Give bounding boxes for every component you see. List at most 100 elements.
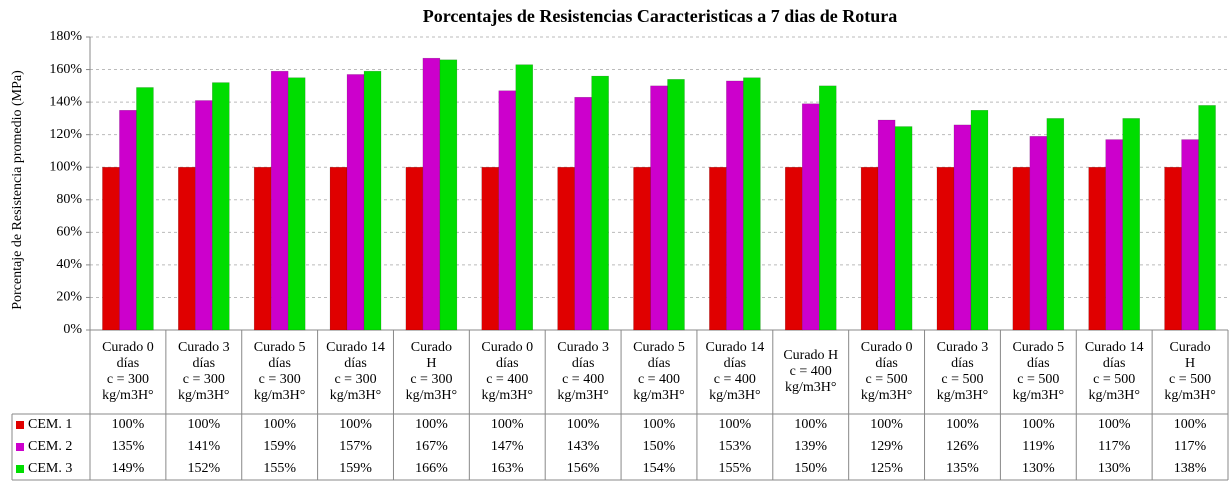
x-tick-label: kg/m3H° <box>1088 388 1140 403</box>
table-value: 138% <box>1174 461 1207 476</box>
x-tick-label: c = 300 <box>410 372 452 387</box>
x-tick-label: c = 500 <box>1093 372 1135 387</box>
x-tick-label: c = 500 <box>1169 372 1211 387</box>
table-value: 150% <box>794 461 827 476</box>
bar <box>1164 166 1182 331</box>
x-tick-label: c = 400 <box>638 372 680 387</box>
x-tick-label: c = 400 <box>562 372 604 387</box>
x-tick-label: Curado 3 <box>557 340 609 355</box>
table-value: 152% <box>187 461 220 476</box>
legend-label: CEM. 2 <box>28 439 72 454</box>
x-tick-label: días <box>496 356 519 371</box>
table-value: 100% <box>263 417 296 432</box>
x-tick-label: c = 400 <box>714 372 756 387</box>
x-tick-label: Curado 14 <box>1085 340 1144 355</box>
bar <box>1105 139 1123 331</box>
bar <box>270 70 289 331</box>
x-tick-label: Curado 5 <box>633 340 685 355</box>
bar <box>195 100 213 331</box>
x-tick-label: Curado 5 <box>254 340 306 355</box>
bar <box>1088 166 1106 331</box>
bar <box>1029 136 1048 331</box>
y-tick-label: 140% <box>49 94 82 109</box>
y-tick-label: 120% <box>49 127 82 142</box>
table-value: 100% <box>1174 417 1207 432</box>
table-value: 159% <box>263 439 296 454</box>
x-tick-label: Curado 0 <box>481 340 533 355</box>
table-value: 100% <box>1022 417 1055 432</box>
table-value: 150% <box>643 439 676 454</box>
x-tick-label: días <box>875 356 898 371</box>
x-tick-label: c = 300 <box>183 372 225 387</box>
x-tick-label: días <box>193 356 216 371</box>
chart-title: Porcentajes de Resistencias Caracteristi… <box>423 6 898 26</box>
bar <box>481 166 500 331</box>
x-tick-label: kg/m3H° <box>254 388 306 403</box>
x-tick-label: Curado 0 <box>861 340 913 355</box>
bar <box>953 124 972 331</box>
bar <box>346 74 365 331</box>
x-tick-label: c = 400 <box>486 372 528 387</box>
bar <box>422 57 441 331</box>
bar <box>1198 105 1216 331</box>
x-tick-label: kg/m3H° <box>330 388 382 403</box>
bar <box>102 166 120 331</box>
table-value: 156% <box>567 461 600 476</box>
x-tick-label: kg/m3H° <box>557 388 609 403</box>
table-value: 126% <box>946 439 979 454</box>
table-value: 100% <box>112 417 145 432</box>
x-tick-label: días <box>1103 356 1126 371</box>
x-tick-label: c = 300 <box>107 372 149 387</box>
x-tick-label: Curado <box>1169 340 1210 355</box>
y-tick-label: 160% <box>49 62 82 77</box>
x-tick-label: c = 500 <box>941 372 983 387</box>
table-value: 100% <box>187 417 220 432</box>
bar <box>439 59 458 331</box>
bar <box>633 166 651 331</box>
bar <box>253 166 272 331</box>
table-value: 117% <box>1174 439 1206 454</box>
bar <box>1046 118 1065 331</box>
x-tick-label: c = 400 <box>790 364 832 379</box>
table-value: 100% <box>643 417 676 432</box>
bar <box>212 82 230 331</box>
x-tick-label: kg/m3H° <box>406 388 458 403</box>
x-tick-label: días <box>117 356 140 371</box>
x-tick-label: Curado 14 <box>326 340 385 355</box>
table-value: 163% <box>491 461 524 476</box>
x-tick-label: kg/m3H° <box>1013 388 1065 403</box>
table-value: 119% <box>1022 439 1054 454</box>
table-value: 100% <box>491 417 524 432</box>
table-value: 155% <box>719 461 752 476</box>
x-tick-label: días <box>572 356 595 371</box>
x-tick-label: días <box>1027 356 1050 371</box>
y-tick-label: 0% <box>63 322 82 337</box>
bar <box>515 64 534 331</box>
x-tick-label: kg/m3H° <box>178 388 230 403</box>
x-tick-label: Curado 0 <box>102 340 154 355</box>
bar <box>178 166 196 331</box>
table-value: 130% <box>1022 461 1055 476</box>
bar <box>667 79 685 331</box>
bar <box>877 119 896 331</box>
x-tick-label: Curado <box>411 340 452 355</box>
bar <box>1122 118 1140 331</box>
y-axis-label: Porcentaje de Resistencia promedio (MPa) <box>10 70 25 310</box>
legend-label: CEM. 3 <box>28 461 72 476</box>
table-value: 100% <box>870 417 903 432</box>
table-value: 125% <box>870 461 903 476</box>
table-value: 100% <box>946 417 979 432</box>
x-tick-label: kg/m3H° <box>937 388 989 403</box>
bar <box>743 77 761 331</box>
x-tick-label: Curado 3 <box>937 340 989 355</box>
legend-label: CEM. 1 <box>28 417 72 432</box>
x-tick-label: c = 300 <box>259 372 301 387</box>
table-value: 141% <box>187 439 220 454</box>
x-tick-label: Curado 14 <box>706 340 765 355</box>
x-tick-label: c = 500 <box>866 372 908 387</box>
bar <box>498 90 517 331</box>
bar <box>1012 166 1031 331</box>
table-value: 100% <box>567 417 600 432</box>
table-value: 157% <box>339 439 372 454</box>
y-tick-label: 80% <box>56 192 82 207</box>
